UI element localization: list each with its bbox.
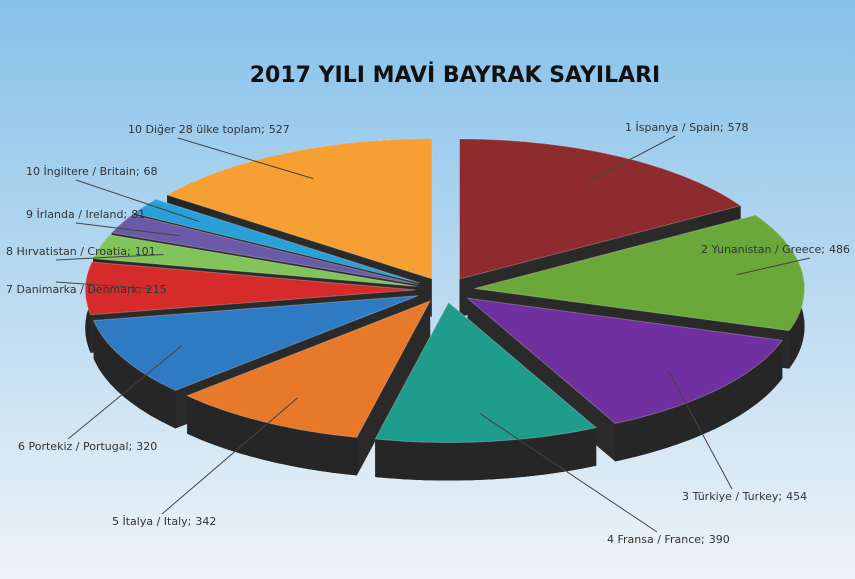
leader-line — [75, 179, 200, 223]
data-label: 9 İrlanda / Ireland; 81 — [26, 208, 145, 221]
slice — [474, 214, 806, 332]
label-value: 578 — [728, 121, 749, 134]
leader-line — [177, 137, 314, 180]
data-label: 10 Diğer 28 ülke toplam; 527 — [128, 123, 290, 136]
label-name: 10 İngiltere / Britain; — [26, 165, 140, 178]
leader-line — [588, 135, 676, 182]
slice-side — [187, 395, 357, 476]
label-name: 2 Yunanistan / Greece; — [701, 243, 825, 256]
leader-line — [55, 253, 164, 261]
slice-side — [615, 340, 783, 462]
leader-line — [161, 397, 298, 515]
data-label: 3 Türkiye / Turkey; 454 — [682, 490, 807, 503]
slice — [165, 138, 433, 280]
label-value: 101 — [135, 245, 156, 258]
chart-title: 2017 YILI MAVİ BAYRAK SAYILARI — [250, 62, 661, 88]
slice-side — [93, 320, 176, 429]
label-value: 215 — [146, 283, 167, 296]
leader-line — [67, 345, 183, 440]
label-value: 454 — [786, 490, 807, 503]
label-value: 527 — [269, 123, 290, 136]
label-name: 7 Danimarka / Denmark; — [6, 283, 142, 296]
label-name: 5 İtalya / Italy; — [112, 515, 191, 528]
label-value: 320 — [136, 440, 157, 453]
data-label: 1 İspanya / Spain; 578 — [625, 121, 749, 134]
leader-line — [75, 222, 181, 237]
data-label: 7 Danimarka / Denmark; 215 — [6, 283, 167, 296]
label-name: 3 Türkiye / Turkey; — [682, 490, 782, 503]
slice — [185, 299, 432, 438]
data-label: 4 Fransa / France; 390 — [607, 533, 730, 546]
label-name: 1 İspanya / Spain; — [625, 121, 724, 134]
slice — [374, 301, 598, 443]
label-name: 10 Diğer 28 ülke toplam; — [128, 123, 265, 136]
label-name: 9 İrlanda / Ireland; — [26, 208, 127, 221]
label-value: 81 — [131, 208, 145, 221]
slice — [92, 234, 417, 287]
data-label: 8 Hırvatistan / Croatia; 101 — [6, 245, 156, 258]
label-name: 6 Portekiz / Portugal; — [18, 440, 132, 453]
label-value: 486 — [829, 243, 850, 256]
label-value: 390 — [709, 533, 730, 546]
slice — [84, 261, 416, 316]
leader-line — [736, 257, 811, 276]
data-label: 6 Portekiz / Portugal; 320 — [18, 440, 157, 453]
slice — [458, 138, 742, 280]
label-value: 68 — [144, 165, 158, 178]
label-name: 4 Fransa / France; — [607, 533, 705, 546]
label-value: 342 — [195, 515, 216, 528]
data-label: 5 İtalya / Italy; 342 — [112, 515, 216, 528]
leader-line — [55, 281, 152, 290]
data-label: 10 İngiltere / Britain; 68 — [26, 165, 158, 178]
label-name: 8 Hırvatistan / Croatia; — [6, 245, 131, 258]
slice — [92, 295, 419, 391]
slice-side — [375, 427, 597, 481]
leader-line — [667, 370, 733, 490]
slice — [132, 198, 421, 284]
leader-line — [479, 413, 658, 533]
slice — [465, 297, 784, 424]
data-label: 2 Yunanistan / Greece; 486 — [701, 243, 850, 256]
slice — [110, 214, 419, 286]
